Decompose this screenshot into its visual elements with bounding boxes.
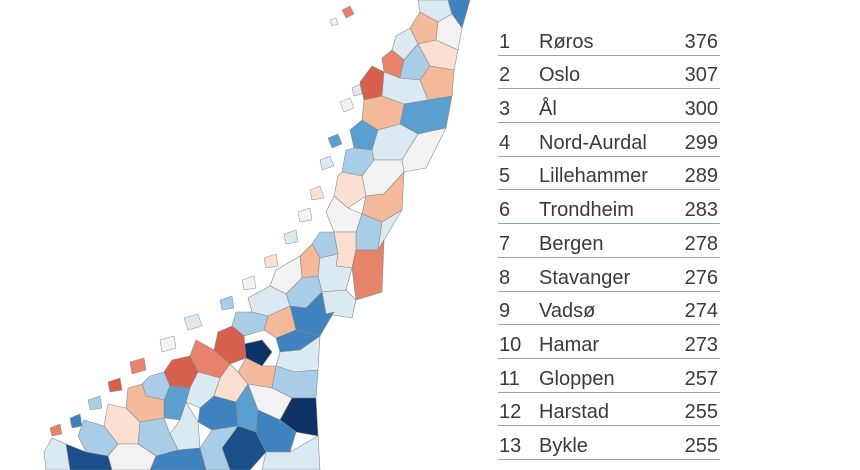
map-island bbox=[329, 17, 339, 27]
map-island bbox=[219, 295, 235, 311]
ranking-municipality: Vadsø bbox=[539, 300, 596, 323]
ranking-row: 8 Stavanger 276 bbox=[498, 258, 720, 292]
map-region[interactable] bbox=[43, 437, 71, 470]
ranking-municipality: Gloppen bbox=[539, 367, 615, 390]
map-island bbox=[341, 5, 355, 19]
ranking-rank: 5 bbox=[499, 165, 511, 188]
map-island bbox=[107, 377, 123, 393]
map-island bbox=[87, 395, 103, 411]
ranking-municipality: Nord-Aurdal bbox=[539, 131, 647, 154]
map-island bbox=[129, 357, 147, 375]
map-island bbox=[309, 185, 325, 201]
ranking-value: 278 bbox=[684, 232, 718, 255]
ranking-municipality: Oslo bbox=[539, 64, 581, 87]
ranking-row: 4 Nord-Aurdal 299 bbox=[498, 123, 720, 157]
map-island bbox=[69, 413, 83, 429]
ranking-municipality: Bykle bbox=[539, 434, 588, 457]
ranking-value: 307 bbox=[684, 64, 718, 87]
ranking-rank: 8 bbox=[499, 266, 511, 289]
map-island bbox=[49, 423, 63, 437]
ranking-row: 6 Trondheim 283 bbox=[498, 190, 720, 225]
ranking-row: 1 Røros 376 bbox=[498, 22, 720, 56]
map-island bbox=[263, 253, 279, 269]
ranking-value: 273 bbox=[684, 333, 718, 356]
ranking-value: 255 bbox=[684, 434, 718, 457]
ranking-rank: 3 bbox=[499, 98, 511, 121]
ranking-row: 2 Oslo 307 bbox=[498, 56, 720, 90]
ranking-value: 274 bbox=[684, 300, 718, 323]
ranking-row: 3 Ål 300 bbox=[498, 89, 720, 124]
ranking-municipality: Trondheim bbox=[539, 199, 634, 222]
ranking-row: 10 Hamar 273 bbox=[498, 325, 720, 359]
ranking-municipality: Stavanger bbox=[539, 266, 631, 289]
choropleth-map bbox=[43, 0, 471, 470]
ranking-list: 1 Røros 376 2 Oslo 307 3 Ål 300 4 Nord-Aurdal 299 5 L… bbox=[498, 22, 720, 460]
map-region[interactable] bbox=[279, 397, 319, 437]
ranking-row: 12 Harstad 255 bbox=[498, 393, 720, 427]
ranking-row: 11 Gloppen 257 bbox=[498, 359, 720, 393]
map-region[interactable] bbox=[261, 435, 321, 470]
map-island bbox=[283, 229, 299, 245]
map-region[interactable] bbox=[435, 13, 463, 51]
ranking-rank: 9 bbox=[499, 300, 511, 323]
map-island bbox=[241, 275, 257, 291]
ranking-row: 5 Lillehammer 289 bbox=[498, 157, 720, 191]
map-region[interactable] bbox=[359, 65, 385, 101]
ranking-rank: 7 bbox=[499, 232, 511, 255]
norway-municipality-map bbox=[43, 0, 471, 470]
ranking-value: 257 bbox=[684, 367, 718, 390]
ranking-value: 255 bbox=[684, 401, 718, 424]
map-region[interactable] bbox=[333, 231, 357, 269]
ranking-rank: 13 bbox=[499, 434, 522, 457]
map-island bbox=[183, 313, 203, 331]
ranking-rank: 2 bbox=[499, 64, 511, 87]
ranking-row: 13 Bykle 255 bbox=[498, 426, 720, 460]
map-island bbox=[319, 155, 335, 171]
ranking-row: 9 Vadsø 274 bbox=[498, 292, 720, 326]
map-island bbox=[327, 133, 343, 149]
ranking-rank: 6 bbox=[499, 199, 511, 222]
ranking-municipality: Hamar bbox=[539, 333, 600, 356]
ranking-value: 276 bbox=[684, 266, 718, 289]
ranking-value: 289 bbox=[684, 165, 718, 188]
ranking-municipality: Røros bbox=[539, 30, 594, 53]
map-island bbox=[339, 97, 355, 113]
ranking-rank: 11 bbox=[499, 367, 520, 390]
ranking-municipality: Harstad bbox=[539, 401, 610, 424]
ranking-rank: 1 bbox=[499, 30, 511, 53]
ranking-row: 7 Bergen 278 bbox=[498, 224, 720, 258]
ranking-value: 376 bbox=[684, 30, 718, 53]
map-island bbox=[297, 207, 313, 223]
map-island bbox=[159, 335, 177, 353]
ranking-value: 299 bbox=[684, 131, 718, 154]
map-island bbox=[351, 83, 363, 97]
ranking-rank: 4 bbox=[499, 131, 511, 154]
ranking-municipality: Ål bbox=[539, 98, 557, 121]
ranking-municipality: Lillehammer bbox=[539, 165, 648, 188]
ranking-value: 300 bbox=[684, 98, 718, 121]
ranking-value: 283 bbox=[684, 199, 718, 222]
ranking-rank: 10 bbox=[499, 333, 522, 356]
ranking-rank: 12 bbox=[499, 401, 522, 424]
ranking-municipality: Bergen bbox=[539, 232, 604, 255]
